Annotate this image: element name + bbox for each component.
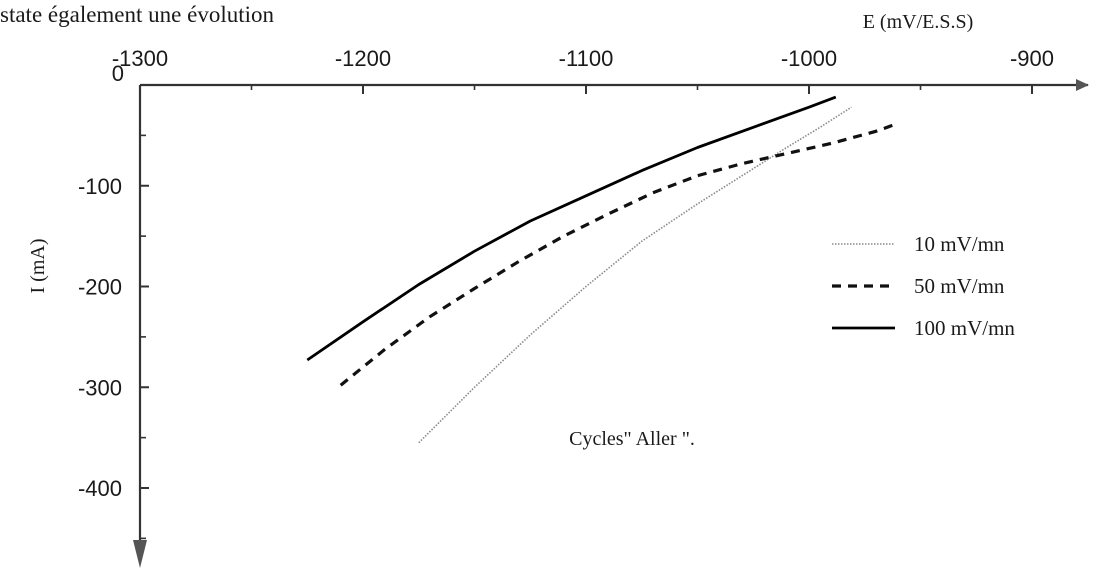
y-axis-label: I (mA): [27, 239, 49, 294]
legend-label: 100 mV/mn: [914, 316, 1015, 340]
x-tick-label: -1000: [781, 46, 837, 71]
y-tick-label: -200: [78, 275, 122, 300]
cycles-annotation: Cycles" Aller ".: [569, 428, 695, 450]
y-axis-arrow: [133, 540, 147, 568]
y-tick-label: 0: [112, 61, 124, 86]
series-line-100-mv-mn: [306, 95, 837, 362]
header-fragment: state également une évolution: [0, 2, 274, 27]
legend-label: 10 mV/mn: [914, 232, 1005, 256]
legend: 10 mV/mn 50 mV/mn 100 mV/mn: [832, 232, 1015, 340]
y-tick-label: -100: [78, 174, 122, 199]
y-tick-label: -400: [78, 476, 122, 501]
x-tick-label: -1300: [112, 46, 168, 71]
y-tick-label: -300: [78, 375, 122, 400]
legend-label: 50 mV/mn: [914, 274, 1005, 298]
series-line-10-mv-mn: [418, 106, 852, 444]
x-tick-label: -900: [1010, 46, 1054, 71]
x-axis-label: E (mV/E.S.S): [863, 11, 974, 33]
x-tick-label: -1200: [335, 46, 391, 71]
x-tick-label: -1100: [559, 46, 614, 71]
series-line-50-mv-mn: [339, 121, 899, 387]
